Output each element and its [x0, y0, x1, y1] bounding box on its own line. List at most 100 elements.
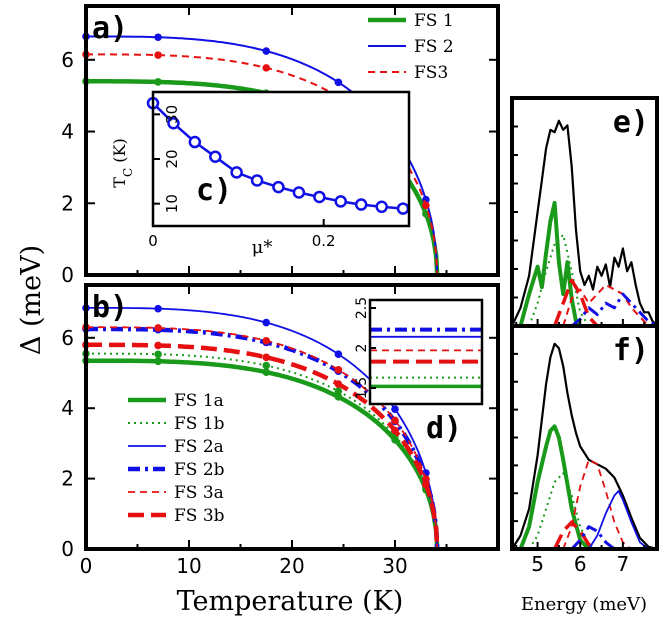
spectrum-line-fs-1	[518, 200, 582, 328]
energy-axis-label: Energy (meV)	[521, 594, 647, 615]
x-tick-label: 30	[382, 554, 407, 578]
spectrum-line-fs-2	[570, 292, 658, 328]
panel-label: e)	[613, 105, 649, 140]
data-point	[334, 78, 343, 87]
x-tick-label: 0	[80, 554, 93, 578]
inset-y-label: TC (K)	[110, 138, 135, 187]
data-point	[391, 426, 399, 435]
panel-f: 5 6 7 f)	[510, 324, 659, 576]
spectrum-line-total	[511, 342, 658, 551]
legend-label: FS 3a	[174, 483, 224, 503]
data-point	[262, 318, 271, 327]
x-tick-label: 5	[531, 552, 544, 576]
tc-marker	[375, 200, 388, 214]
data-point	[154, 350, 162, 359]
panel-e: e)	[510, 96, 659, 328]
legend-label: FS 1	[414, 11, 454, 31]
x-axis-label: Temperature (K)	[177, 586, 404, 617]
y-tick-label: 4	[61, 396, 74, 420]
data-point	[334, 366, 343, 374]
spectrum-line-fs-2a	[588, 490, 650, 550]
x-tick-label: 7	[617, 552, 630, 576]
y-tick-label: 20	[163, 149, 181, 168]
data-point	[422, 475, 430, 483]
spectrum-line-fs-3b	[552, 278, 599, 328]
data-point	[391, 405, 399, 413]
data-point	[154, 51, 162, 59]
tc-marker	[354, 198, 368, 211]
data-point	[334, 380, 343, 388]
x-tick-label: 0	[148, 232, 158, 250]
tc-marker	[209, 150, 222, 164]
y-tick-label: 30	[163, 105, 181, 124]
series-line-fs-2b	[86, 326, 440, 549]
panel-d-inset: 1.5 2 2.5 d)	[354, 297, 484, 446]
y-tick-label: 10	[163, 194, 181, 213]
y-tick-label: 2.5	[354, 297, 370, 319]
y-tick-label: 2	[61, 191, 74, 215]
data-point	[334, 350, 343, 358]
inset-frame	[368, 298, 484, 406]
inset-y-label-part: T	[110, 177, 129, 188]
series-line-fs-3b	[86, 342, 440, 549]
data-point	[154, 341, 162, 350]
tc-marker	[188, 135, 202, 149]
data-point	[262, 353, 271, 362]
panel-label: f)	[613, 333, 649, 368]
data-point	[262, 361, 271, 370]
spectrum-line-fs-1a	[518, 424, 591, 551]
data-point	[422, 201, 430, 210]
legend-label: FS 2a	[174, 437, 224, 457]
inset-background	[370, 300, 482, 404]
inset-y-label-part: (K)	[110, 138, 129, 168]
data-point	[262, 47, 271, 55]
panel-b: 0 2 4 6 0 10 20 30 b) FS 1a FS 1b FS 2a FS 2b FS 3a FS…	[61, 283, 500, 578]
x-tick-label: 6	[574, 552, 587, 576]
panel-label: d)	[426, 411, 462, 446]
legend-label: FS 1b	[174, 414, 225, 434]
tc-marker	[292, 186, 306, 199]
data-point	[334, 387, 343, 395]
legend-label: FS 2b	[174, 460, 225, 480]
y-tick-label: 2	[61, 467, 74, 491]
legend-label: FS 2	[414, 37, 454, 57]
y-tick-label: 2	[354, 344, 370, 353]
panel-c-inset: 10 20 30 0 0.2 μ* TC (K) c)	[110, 90, 411, 258]
tc-marker	[230, 166, 243, 179]
y-tick-label: 6	[61, 326, 74, 350]
y-tick-label: 1.5	[354, 377, 370, 399]
inset-y-label-part: C	[121, 168, 135, 177]
spectrum-line-fs-1b	[528, 472, 598, 550]
data-point	[154, 33, 162, 42]
data-point	[422, 480, 430, 489]
tc-marker	[334, 195, 347, 208]
y-tick-label: 0	[61, 263, 74, 287]
legend-label: FS 1a	[174, 391, 224, 411]
y-axis-label: Δ (meV)	[16, 245, 47, 355]
series-line-fs-1a	[86, 358, 440, 549]
data-point	[262, 368, 271, 376]
spectrum-line-fs-2b	[570, 525, 616, 551]
x-tick-label: 10	[176, 554, 201, 578]
tc-marker	[167, 117, 180, 130]
data-point	[154, 304, 162, 313]
tc-marker	[250, 174, 264, 187]
legend-label: FS 3b	[174, 506, 225, 526]
y-tick-label: 0	[61, 537, 74, 561]
panel-label: b)	[92, 290, 128, 325]
data-point	[334, 393, 343, 401]
panel-label: a)	[92, 11, 128, 46]
spectrum-line-fs-3a	[562, 458, 632, 550]
inset-x-label: μ*	[252, 237, 273, 258]
legend-label: FS3	[414, 63, 448, 83]
data-point	[154, 78, 162, 86]
data-point	[391, 416, 399, 425]
x-tick-label: 0.2	[312, 232, 336, 250]
data-point	[154, 357, 162, 366]
data-point	[154, 324, 162, 332]
spectrum-line-total	[511, 119, 658, 327]
y-tick-label: 6	[61, 48, 74, 72]
y-tick-label: 4	[61, 120, 74, 144]
panel-label: c)	[196, 173, 232, 208]
